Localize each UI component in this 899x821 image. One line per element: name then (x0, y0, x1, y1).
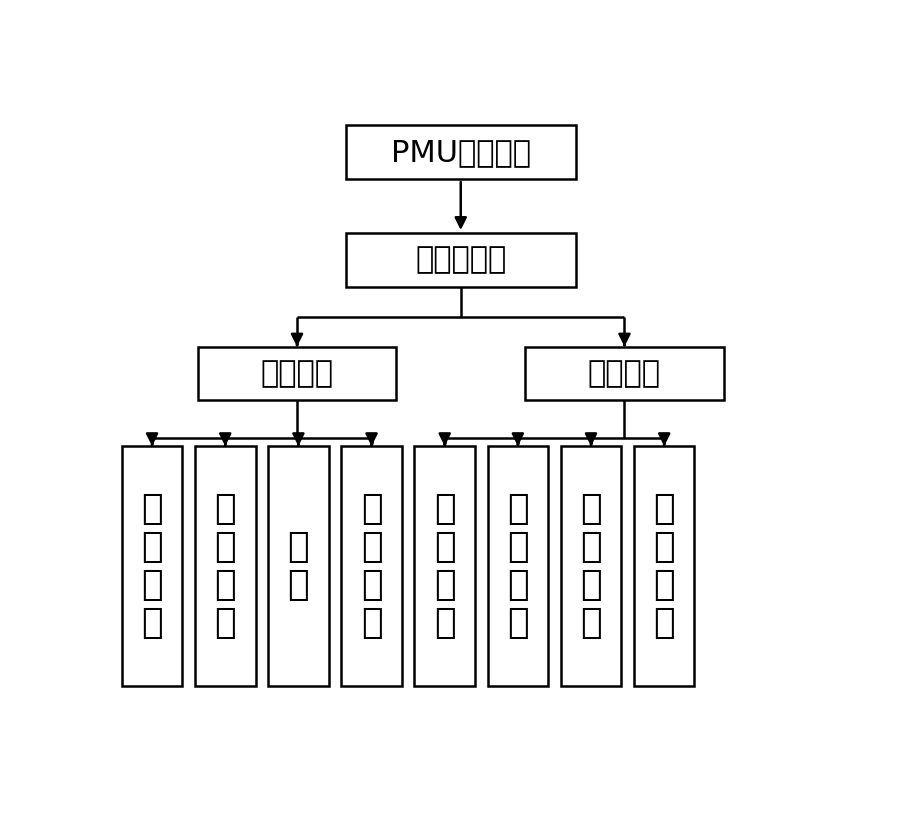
Text: 断路器参数: 断路器参数 (415, 245, 506, 274)
Text: 接
触
电
阻: 接 触 电 阻 (360, 493, 382, 640)
Text: 开
断
电
压: 开 断 电 压 (215, 493, 236, 640)
Text: 燃
弧
能
量: 燃 弧 能 量 (434, 493, 456, 640)
Bar (414, 447, 475, 686)
Bar (346, 233, 575, 287)
Text: 环
境
温
度: 环 境 温 度 (580, 493, 601, 640)
Bar (268, 447, 329, 686)
Text: 电气参数: 电气参数 (261, 359, 334, 388)
Bar (525, 346, 724, 401)
Text: 运行工况: 运行工况 (588, 359, 661, 388)
Bar (346, 126, 575, 179)
Bar (121, 447, 182, 686)
Bar (342, 447, 402, 686)
Bar (561, 447, 621, 686)
Text: 燃
弧
时
间: 燃 弧 时 间 (507, 493, 529, 640)
Bar (487, 447, 548, 686)
Text: PMU数据采集: PMU数据采集 (391, 138, 530, 167)
Bar (195, 447, 255, 686)
Bar (198, 346, 396, 401)
Text: 环
境
湿
度: 环 境 湿 度 (654, 493, 675, 640)
Bar (634, 447, 695, 686)
Text: 开
断
电
流: 开 断 电 流 (141, 493, 163, 640)
Text: 频
率: 频 率 (288, 530, 309, 603)
